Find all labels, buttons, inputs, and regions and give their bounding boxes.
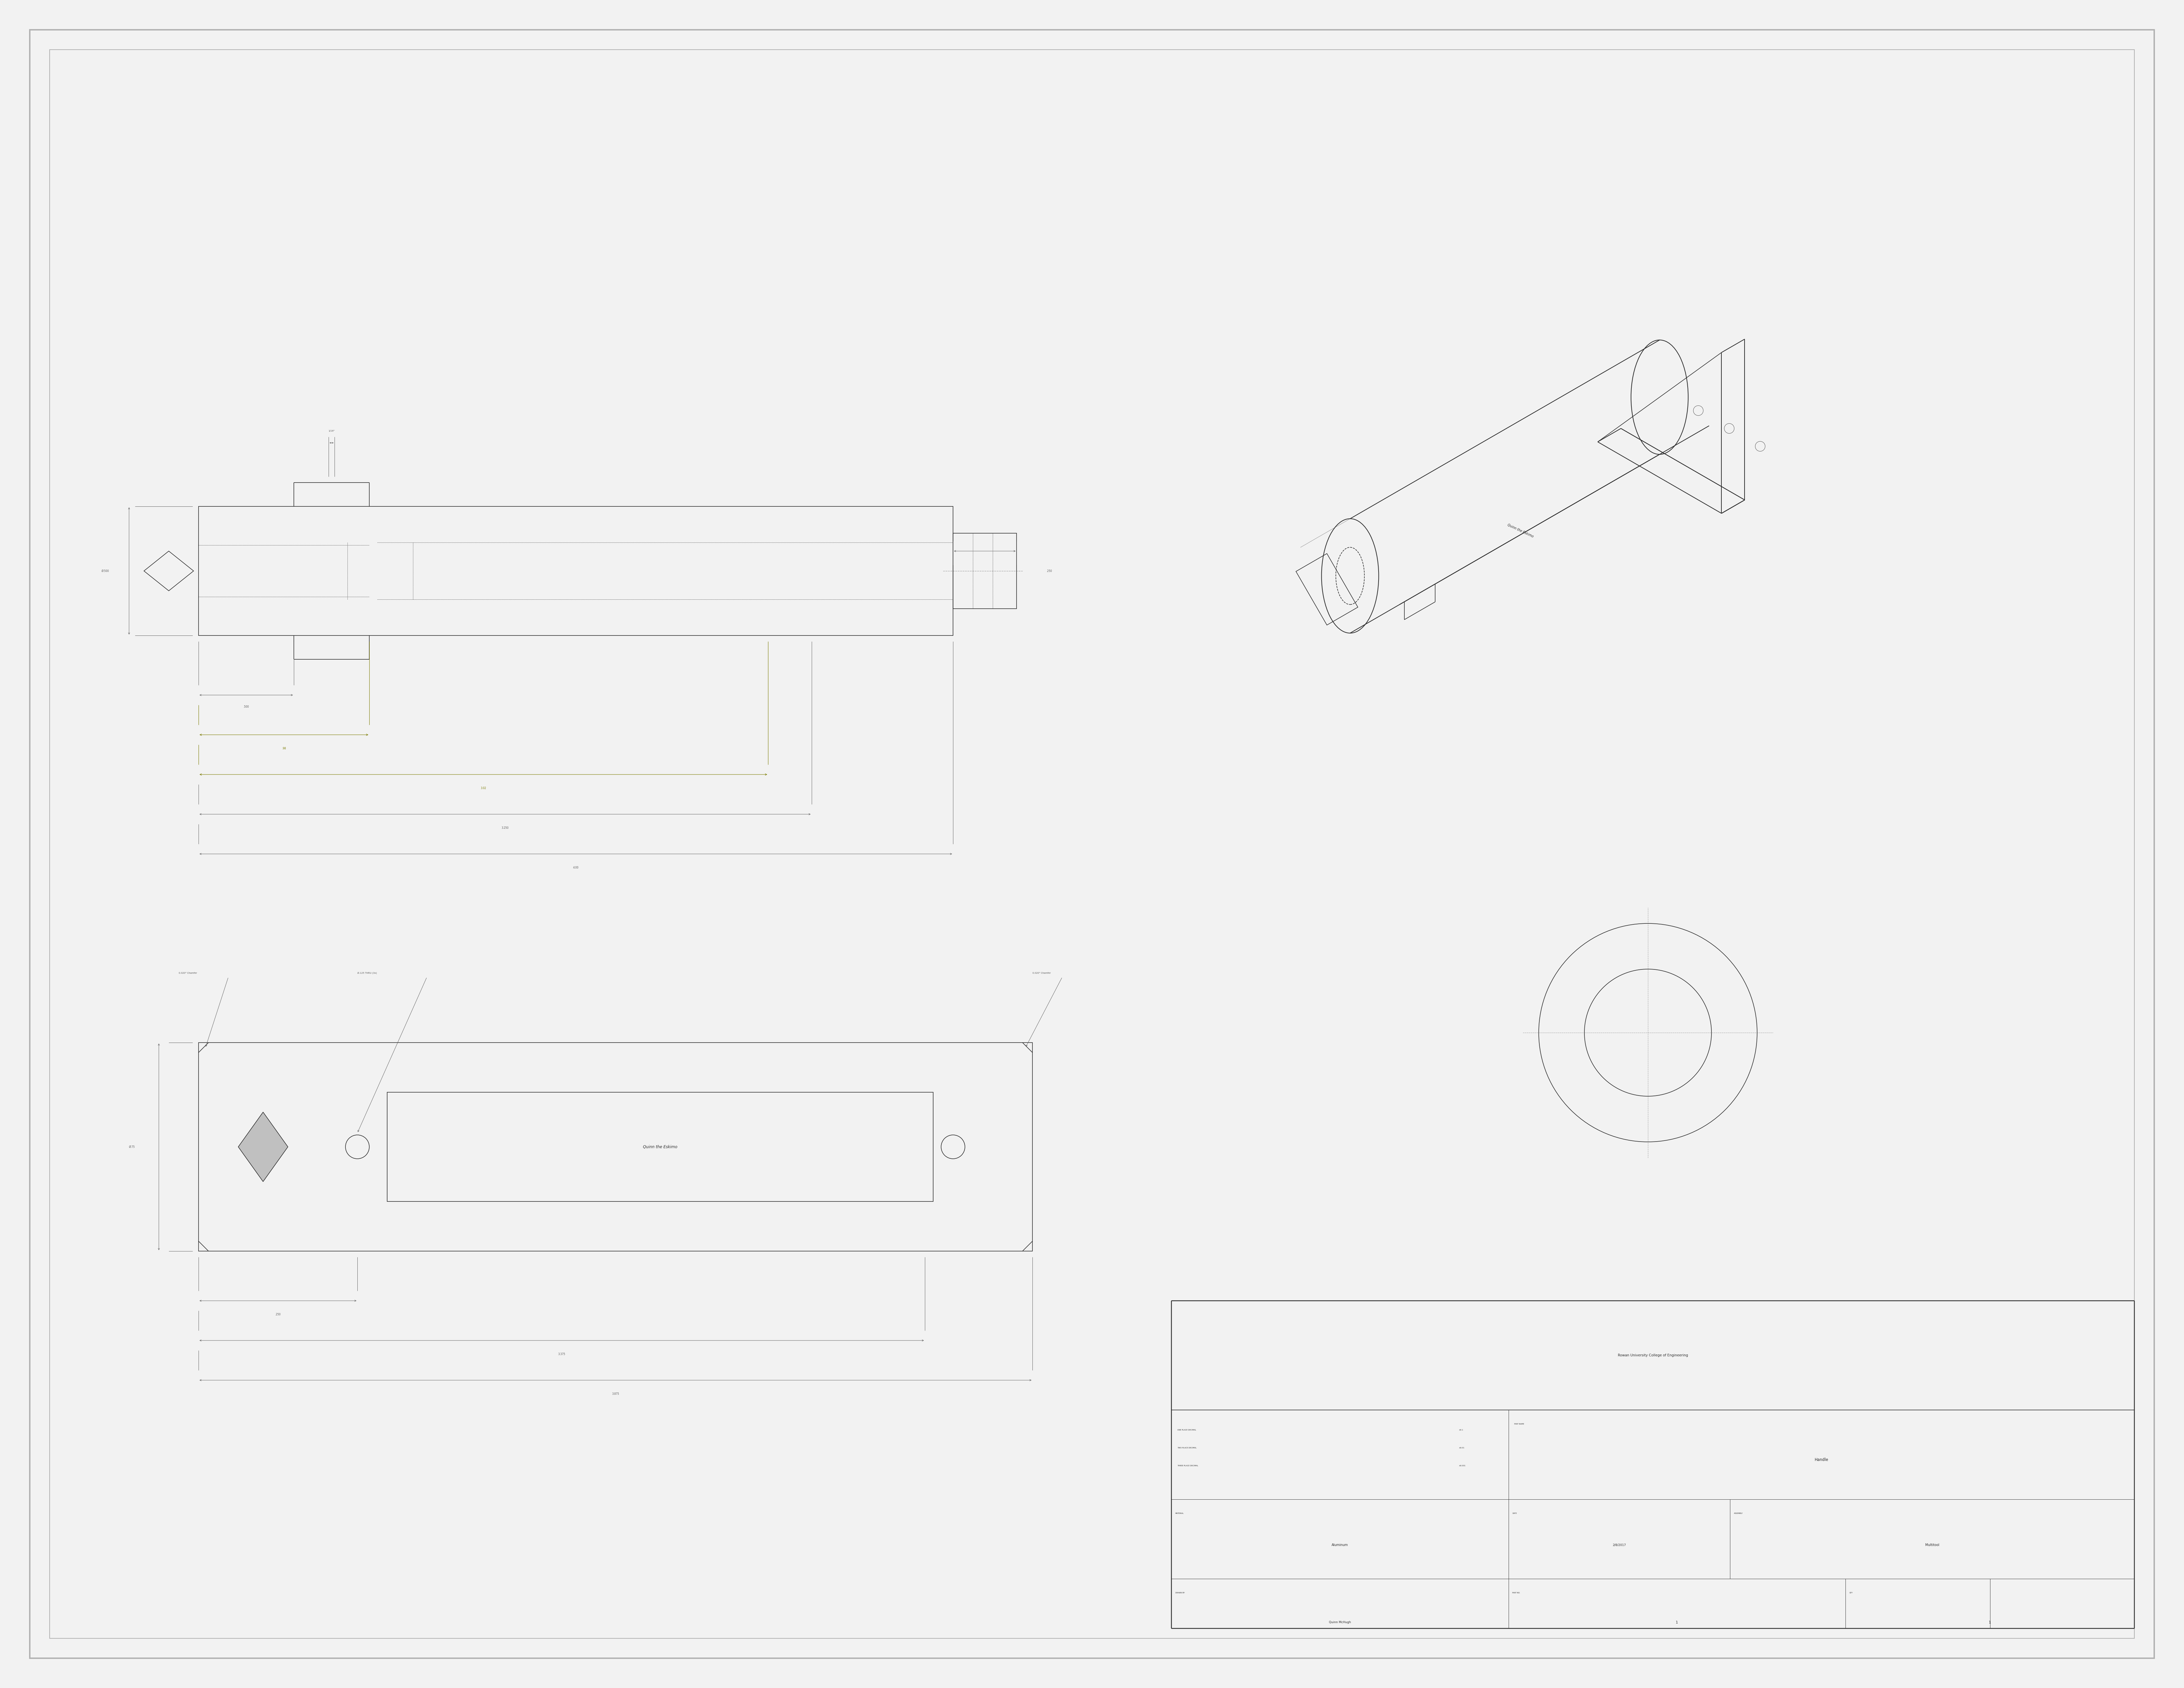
Bar [199,1043,1033,1251]
Bar [387,1092,933,1202]
Text: .500: .500 [242,706,249,709]
Text: 1: 1 [1675,1620,1677,1624]
Text: Rowan University College of Engineering: Rowan University College of Engineering [1618,1354,1688,1357]
Text: Multitool: Multitool [1924,1543,1939,1546]
Text: .250: .250 [1046,569,1053,572]
Text: Ø.125 THRU (3x): Ø.125 THRU (3x) [358,972,378,974]
Polygon shape [238,1112,288,1182]
Text: 0.020" Chamfer: 0.020" Chamfer [179,972,197,974]
Bar [199,506,952,635]
Text: 0.020" Chamfer: 0.020" Chamfer [1033,972,1051,974]
Text: 2/8/2017: 2/8/2017 [1612,1543,1625,1546]
Text: 3.250: 3.250 [502,827,509,829]
Text: 3.375: 3.375 [559,1352,566,1355]
Text: Quinn the Eskimo: Quinn the Eskimo [642,1144,677,1150]
Text: Handle: Handle [1815,1457,1828,1462]
Text: Quinn the Eskimo: Quinn the Eskimo [1507,523,1533,538]
Text: 1/16": 1/16" [328,430,334,432]
Text: Aluminum: Aluminum [1332,1543,1348,1546]
Text: 1: 1 [1990,1620,1992,1624]
Text: Quinn McHugh: Quinn McHugh [1328,1620,1352,1624]
Text: 3.02: 3.02 [480,787,487,790]
Text: Ø.500: Ø.500 [103,569,109,572]
Text: .250: .250 [275,1313,282,1317]
Text: 4.00: 4.00 [572,866,579,869]
Text: Ø.75: Ø.75 [129,1146,135,1148]
Text: 3.875: 3.875 [612,1393,618,1396]
Bar [952,533,1016,609]
Text: .98: .98 [282,748,286,749]
